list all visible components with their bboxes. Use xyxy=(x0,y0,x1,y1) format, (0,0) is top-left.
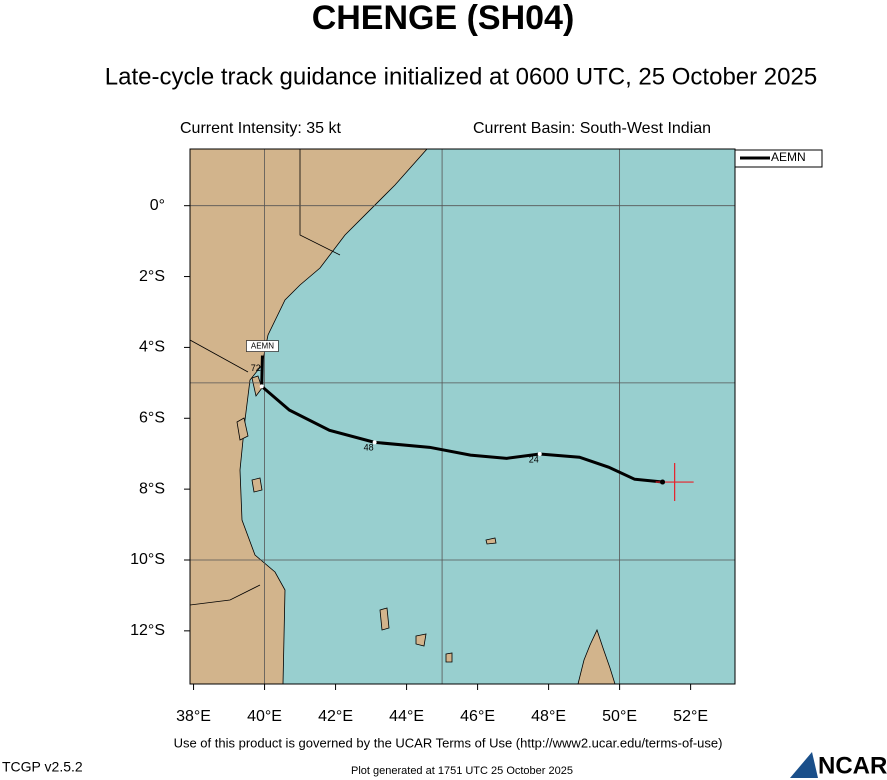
version: TCGP v2.5.2 xyxy=(2,759,83,775)
legend-box xyxy=(734,149,823,168)
track-point xyxy=(259,384,264,389)
y-tick-label: 0° xyxy=(150,197,165,214)
madagascar xyxy=(577,628,616,684)
x-tick-label: 40°E xyxy=(247,708,282,725)
y-tick-label: 12°S xyxy=(130,622,165,639)
y-tick-label: 6°S xyxy=(139,409,165,426)
legend-label: AEMN xyxy=(771,150,806,164)
borders xyxy=(190,149,341,606)
x-tick-label: 46°E xyxy=(460,708,495,725)
x-tick-label: 44°E xyxy=(389,708,424,725)
y-tick-label: 8°S xyxy=(139,480,165,497)
forecast-hour-label: 48 xyxy=(364,443,374,453)
track-point xyxy=(537,452,542,457)
track-end-label: AEMN xyxy=(251,342,274,351)
logo: NCAR xyxy=(818,752,887,779)
x-tick-label: 50°E xyxy=(602,708,637,725)
track-point xyxy=(372,440,377,445)
track: 24 48 72 AEMN xyxy=(246,340,694,502)
grid xyxy=(190,149,735,684)
intensity: Current Intensity: 35 kt xyxy=(180,120,342,137)
title: CHENGE (SH04) xyxy=(312,0,575,37)
x-tick-label: 52°E xyxy=(673,708,708,725)
x-tick-label: 42°E xyxy=(318,708,353,725)
plot-frame xyxy=(189,148,736,685)
forecast-hour-label: 24 xyxy=(529,454,539,464)
land xyxy=(190,149,616,684)
track-start xyxy=(660,479,666,485)
y-tick-label: 4°S xyxy=(139,339,165,356)
legend: AEMN xyxy=(734,149,823,168)
x-tick-label: 38°E xyxy=(176,708,211,725)
terms: Use of this product is governed by the U… xyxy=(174,735,723,750)
y-tick-label: 10°S xyxy=(130,551,165,568)
track-line xyxy=(260,355,663,484)
generated: Plot generated at 1751 UTC 25 October 20… xyxy=(351,765,573,777)
basin: Current Basin: South-West Indian xyxy=(473,120,711,137)
track-end-box xyxy=(246,340,279,352)
africa xyxy=(190,149,428,684)
forecast-hour-label: 72 xyxy=(251,363,261,373)
y-tick-label: 2°S xyxy=(139,268,165,285)
x-tick-label: 48°E xyxy=(531,708,566,725)
subtitle: Late-cycle track guidance initialized at… xyxy=(105,63,817,90)
logo-mark xyxy=(790,752,818,778)
